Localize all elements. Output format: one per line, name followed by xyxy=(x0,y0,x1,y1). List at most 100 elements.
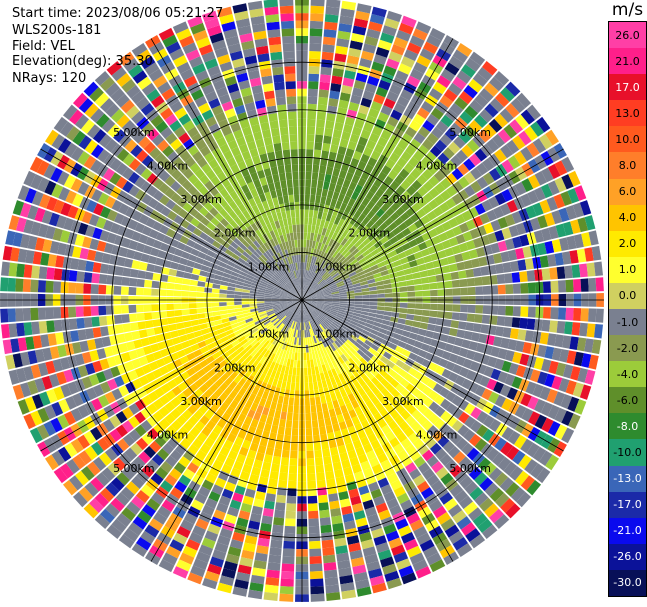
gate-cell xyxy=(344,263,352,270)
gate-cell xyxy=(496,316,506,326)
gate-cell xyxy=(305,186,311,195)
gate-cell xyxy=(309,280,315,288)
gate-cell xyxy=(354,352,363,361)
gate-cell xyxy=(307,111,317,120)
gate-cell xyxy=(375,392,386,402)
gate-cell xyxy=(325,237,332,246)
gate-cell xyxy=(406,393,417,404)
gate-cell xyxy=(517,329,527,341)
gate-cell xyxy=(466,139,480,153)
gate-cell xyxy=(265,97,276,107)
gate-cell xyxy=(305,164,313,173)
gate-cell xyxy=(422,180,434,192)
gate-cell xyxy=(343,123,353,134)
gate-cell xyxy=(288,465,298,474)
gate-cell xyxy=(428,317,437,325)
gate-cell xyxy=(520,193,532,207)
gate-cell xyxy=(449,122,463,136)
gate-cell xyxy=(579,384,592,400)
gate-cell xyxy=(351,191,360,201)
gate-cell xyxy=(318,279,325,286)
gate-cell xyxy=(283,396,289,405)
gate-cell xyxy=(524,258,534,270)
gate-cell xyxy=(144,271,154,280)
gate-cell xyxy=(169,330,179,339)
gate-cell xyxy=(273,517,285,526)
gate-cell xyxy=(98,305,107,316)
gate-cell xyxy=(339,301,348,304)
gate-cell xyxy=(313,233,318,242)
gate-cell xyxy=(452,510,467,524)
gate-cell xyxy=(463,501,478,516)
gate-cell xyxy=(293,186,299,195)
gate-cell xyxy=(345,265,354,273)
gate-cell xyxy=(380,212,390,222)
gate-cell xyxy=(320,395,327,404)
gate-cell xyxy=(452,225,463,236)
gate-cell xyxy=(332,300,340,303)
gate-cell xyxy=(416,414,428,426)
gate-cell xyxy=(321,51,334,61)
gate-cell xyxy=(309,297,317,299)
gate-cell xyxy=(467,286,476,296)
gate-cell xyxy=(458,90,473,105)
gate-cell xyxy=(366,210,376,220)
gate-cell xyxy=(270,166,279,176)
gate-cell xyxy=(310,187,317,196)
gate-cell xyxy=(497,284,506,295)
gate-cell xyxy=(353,289,362,293)
gate-cell xyxy=(343,155,352,165)
gate-cell xyxy=(455,355,466,366)
gate-cell xyxy=(326,189,334,199)
gate-cell xyxy=(393,102,406,114)
gate-cell xyxy=(302,294,308,300)
gate-cell xyxy=(507,339,518,351)
gate-cell xyxy=(532,138,547,154)
gate-cell xyxy=(341,362,349,371)
gate-cell xyxy=(308,302,316,307)
gate-cell xyxy=(474,314,483,324)
gate-cell xyxy=(486,138,500,153)
gate-cell xyxy=(410,213,420,223)
gate-cell xyxy=(472,72,488,88)
gate-cell xyxy=(336,265,344,273)
gate-cell xyxy=(298,345,301,353)
gate-cell xyxy=(364,83,377,94)
gate-cell xyxy=(425,437,437,449)
gate-cell xyxy=(53,319,63,332)
gate-cell xyxy=(326,315,335,322)
gate-cell xyxy=(352,228,361,237)
gate-cell xyxy=(308,510,319,519)
gate-cell xyxy=(448,353,459,364)
gate-cell xyxy=(274,410,282,419)
gate-cell xyxy=(474,93,489,108)
gate-cell xyxy=(307,96,318,105)
gate-cell xyxy=(384,217,394,227)
gate-cell xyxy=(281,141,290,151)
gate-cell xyxy=(417,403,428,414)
gate-cell xyxy=(360,311,369,316)
gate-cell xyxy=(423,336,433,345)
gate-cell xyxy=(538,450,553,467)
gate-cell xyxy=(23,322,33,336)
gate-cell xyxy=(476,225,487,237)
gate-cell xyxy=(277,165,285,174)
gate-cell xyxy=(526,479,542,496)
range-ring-label: 1.00km xyxy=(248,328,290,341)
gate-cell xyxy=(429,303,438,311)
range-ring-label: 2.00km xyxy=(214,227,256,240)
gate-cell xyxy=(320,282,328,289)
gate-cell xyxy=(577,217,589,233)
gate-cell xyxy=(479,108,494,123)
gate-cell xyxy=(362,342,371,351)
gate-cell xyxy=(413,251,423,260)
gate-cell xyxy=(336,314,344,320)
gate-cell xyxy=(263,423,272,433)
gate-cell xyxy=(465,528,481,543)
gate-cell xyxy=(440,472,454,486)
gate-cell xyxy=(435,466,449,480)
gate-cell xyxy=(464,185,476,197)
gate-cell xyxy=(419,322,429,330)
gate-cell xyxy=(454,337,464,347)
